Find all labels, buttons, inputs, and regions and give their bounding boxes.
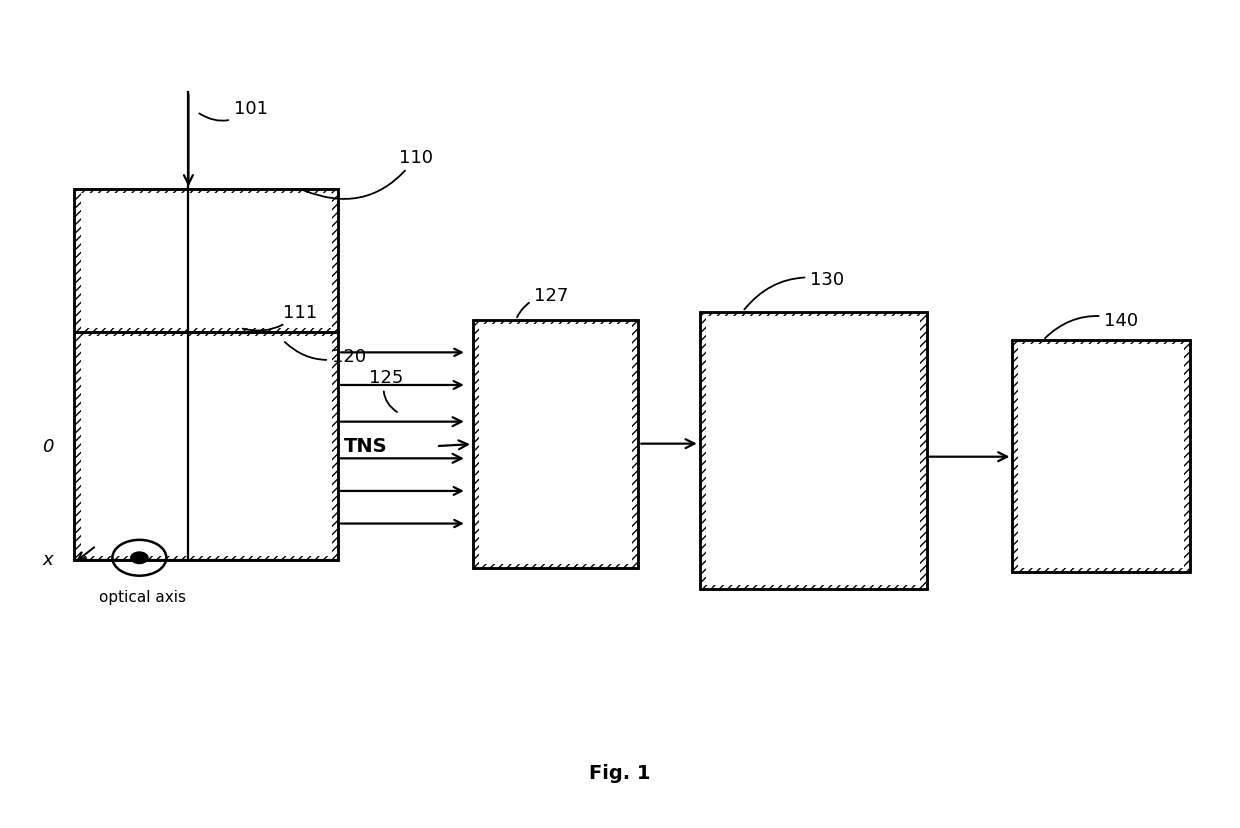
Bar: [1012, 341, 1190, 573]
Bar: [699, 312, 926, 589]
Text: 111: 111: [243, 303, 317, 331]
Text: 127: 127: [517, 287, 569, 318]
Text: 101: 101: [200, 99, 268, 122]
Bar: [472, 320, 639, 569]
Text: TNS: TNS: [345, 436, 388, 455]
Text: 130: 130: [744, 271, 844, 310]
Circle shape: [130, 552, 148, 564]
Text: 125: 125: [368, 368, 403, 412]
Bar: [81, 337, 332, 556]
Bar: [74, 190, 339, 333]
Bar: [74, 333, 339, 561]
Text: 140: 140: [1045, 311, 1138, 339]
Bar: [706, 316, 920, 585]
Bar: [81, 195, 332, 329]
Text: 110: 110: [304, 148, 433, 200]
Text: x: x: [43, 550, 53, 568]
Text: 120: 120: [285, 343, 366, 366]
Bar: [1018, 344, 1184, 569]
Bar: [1012, 341, 1190, 573]
Bar: [699, 312, 926, 589]
Bar: [74, 190, 339, 333]
Text: optical axis: optical axis: [99, 589, 186, 604]
Bar: [479, 325, 632, 565]
Text: 0: 0: [42, 437, 53, 455]
Bar: [74, 333, 339, 561]
Text: Fig. 1: Fig. 1: [589, 763, 651, 782]
Bar: [472, 320, 639, 569]
